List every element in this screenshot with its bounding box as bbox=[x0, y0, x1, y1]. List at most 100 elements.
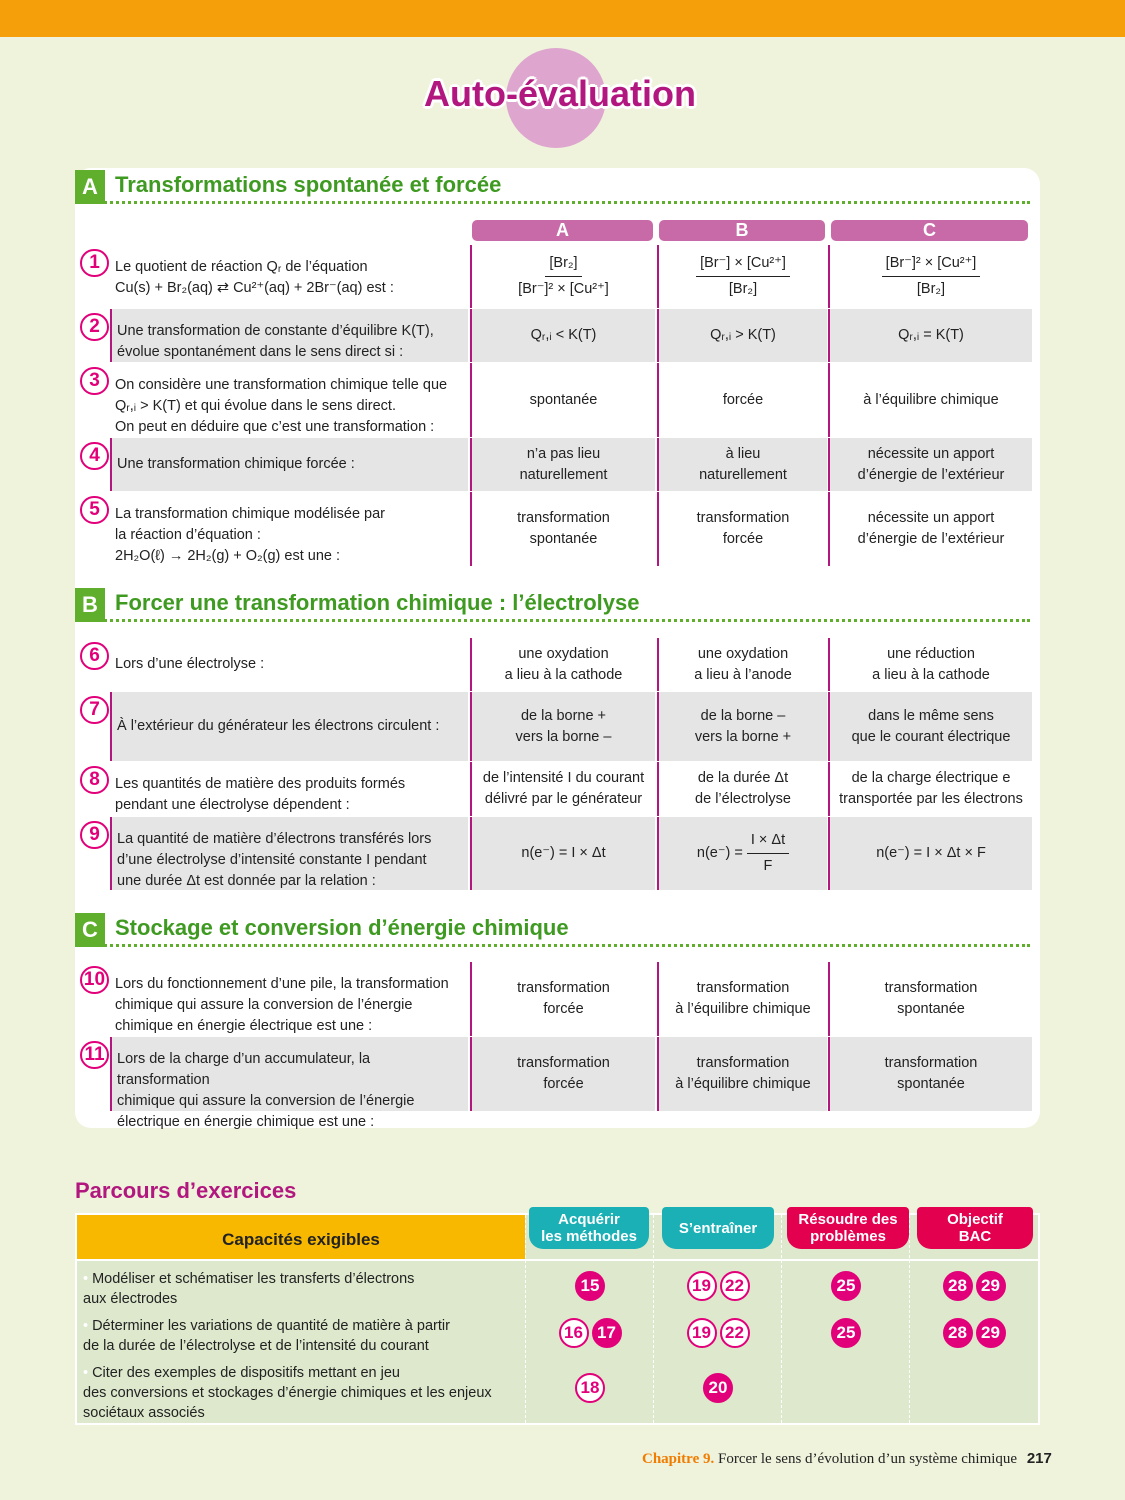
answer-option-a[interactable]: de la borne + vers la borne – bbox=[470, 692, 655, 761]
answer-option-a[interactable]: Qᵣ,ᵢ < K(T) bbox=[470, 309, 655, 362]
exercise-badges: 25 bbox=[783, 1318, 909, 1348]
answer-option-a[interactable]: transformation forcée bbox=[470, 962, 655, 1036]
parcours-tab: Résoudre des problèmes bbox=[787, 1207, 909, 1249]
answer-option-b[interactable]: de la durée Δt de l’électrolyse bbox=[657, 762, 827, 816]
option-line: transformation bbox=[696, 980, 790, 996]
question-line: Une transformation chimique forcée : bbox=[117, 455, 355, 472]
option-line: une réduction bbox=[887, 645, 975, 662]
question-row: 2 Une transformation de constante d’équil… bbox=[75, 309, 1032, 362]
answer-option-a[interactable]: transformation spontanée bbox=[470, 492, 655, 566]
option-line: n(e⁻) = I × Δt × F bbox=[876, 845, 986, 861]
answer-option-a[interactable]: de l’intensité I du courant délivré par l… bbox=[470, 762, 655, 816]
exercise-number-badge[interactable]: 18 bbox=[575, 1373, 605, 1403]
fraction-denominator: [Br⁻]² × [Cu²⁺] bbox=[518, 281, 609, 297]
option-line: a lieu à l’anode bbox=[694, 666, 792, 683]
column-divider bbox=[909, 1215, 910, 1423]
exercise-number-badge[interactable]: 22 bbox=[719, 1271, 750, 1301]
answer-option-a[interactable]: spontanée bbox=[470, 363, 655, 437]
parcours-tab: Acquérir les méthodes bbox=[529, 1207, 649, 1249]
fraction-numerator: [Br⁻]² × [Cu²⁺] bbox=[881, 253, 981, 277]
exercise-number-badge[interactable]: 25 bbox=[831, 1271, 861, 1301]
option-line: n(e⁻) = I × Δt bbox=[521, 845, 606, 861]
footer-title: Forcer le sens d’évolution d’un système … bbox=[717, 1451, 1018, 1467]
fraction-denominator: F bbox=[763, 858, 773, 874]
capacity-row: • Déterminer les variations de quantité d… bbox=[77, 1310, 1038, 1357]
answer-option-c[interactable]: de la charge électrique e transportée par… bbox=[828, 762, 1032, 816]
section-letter: A bbox=[75, 170, 105, 204]
parcours-tab: Objectif BAC bbox=[917, 1207, 1033, 1249]
exercise-number-badge[interactable]: 19 bbox=[686, 1271, 717, 1301]
answer-option-a[interactable]: [Br₂] [Br⁻]² × [Cu²⁺] bbox=[470, 245, 655, 308]
exercise-number-badge[interactable]: 22 bbox=[719, 1318, 750, 1348]
question-row: 3 On considère une transformation chimiqu… bbox=[75, 363, 1032, 437]
column-header-b: B bbox=[659, 220, 825, 241]
answer-option-c[interactable]: nécessite un apport d’énergie de l’extéri… bbox=[828, 492, 1032, 566]
question-line: La quantité de matière d’électrons trans… bbox=[117, 831, 432, 847]
exercise-number-badge[interactable]: 28 bbox=[942, 1271, 973, 1301]
option-line: à l’équilibre chimique bbox=[675, 1076, 811, 1092]
exercise-number-badge[interactable]: 20 bbox=[703, 1373, 733, 1403]
exercise-badges: 18 bbox=[527, 1373, 653, 1403]
answer-option-a[interactable]: transformation forcée bbox=[470, 1037, 655, 1111]
answer-option-c[interactable]: transformation spontanée bbox=[828, 962, 1032, 1036]
bullet-icon: • bbox=[83, 1365, 89, 1381]
option-line: a lieu à la cathode bbox=[872, 666, 990, 683]
option-line: de la borne – bbox=[700, 707, 786, 724]
option-line: Qᵣ,ᵢ = K(T) bbox=[898, 327, 964, 343]
option-line: transportée par les électrons bbox=[839, 791, 1023, 807]
top-bar bbox=[0, 0, 1125, 37]
exercise-number-badge[interactable]: 25 bbox=[831, 1318, 861, 1348]
formula-prefix: n(e⁻) = bbox=[696, 845, 743, 861]
exercise-number-badge[interactable]: 15 bbox=[575, 1271, 605, 1301]
answer-option-c[interactable]: nécessite un apport d’énergie de l’extéri… bbox=[828, 438, 1032, 491]
answer-option-b[interactable]: forcée bbox=[657, 363, 827, 437]
question-number: 9 bbox=[80, 821, 109, 849]
answer-option-a[interactable]: une oxydation a lieu à la cathode bbox=[470, 638, 655, 691]
question-row: 1 Le quotient de réaction Qᵣ de l’équatio… bbox=[75, 245, 1032, 308]
question-text: Les quantités de matière des produits fo… bbox=[110, 762, 468, 816]
answer-option-c[interactable]: une réduction a lieu à la cathode bbox=[828, 638, 1032, 691]
answer-option-c[interactable]: Qᵣ,ᵢ = K(T) bbox=[828, 309, 1032, 362]
answer-option-b[interactable]: à lieu naturellement bbox=[657, 438, 827, 491]
capacity-row: • Citer des exemples de dispositifs metta… bbox=[77, 1357, 1038, 1423]
answer-option-b[interactable]: Qᵣ,ᵢ > K(T) bbox=[657, 309, 827, 362]
answer-option-b[interactable]: une oxydation a lieu à l’anode bbox=[657, 638, 827, 691]
answer-option-c[interactable]: transformation spontanée bbox=[828, 1037, 1032, 1111]
answer-option-c[interactable]: dans le même sens que le courant électriq… bbox=[828, 692, 1032, 761]
exercise-number-badge[interactable]: 16 bbox=[558, 1318, 589, 1348]
answer-option-b[interactable]: transformation à l’équilibre chimique bbox=[657, 1037, 827, 1111]
question-line: chimique qui assure la conversion de l’é… bbox=[115, 997, 413, 1013]
question-text: Une transformation chimique forcée : bbox=[110, 438, 468, 491]
tab-line: les méthodes bbox=[541, 1228, 637, 1245]
question-row: 9 La quantité de matière d’électrons tran… bbox=[75, 817, 1032, 890]
section-title: Forcer une transformation chimique : l’é… bbox=[115, 590, 640, 615]
question-line: Les quantités de matière des produits fo… bbox=[115, 776, 406, 792]
exercise-badges: 16 17 bbox=[527, 1318, 653, 1348]
answer-option-a[interactable]: n’a pas lieu naturellement bbox=[470, 438, 655, 491]
answer-option-c[interactable]: [Br⁻]² × [Cu²⁺] [Br₂] bbox=[828, 245, 1032, 308]
tab-line: BAC bbox=[958, 1228, 992, 1245]
answer-option-a[interactable]: n(e⁻) = I × Δt bbox=[470, 817, 655, 890]
capacity-row: • Modéliser et schématiser les transferts… bbox=[77, 1263, 1038, 1310]
question-line: d’une électrolyse d’intensité constante … bbox=[117, 852, 427, 868]
answer-option-c[interactable]: à l’équilibre chimique bbox=[828, 363, 1032, 437]
answer-option-b[interactable]: [Br⁻] × [Cu²⁺] [Br₂] bbox=[657, 245, 827, 308]
exercise-number-badge[interactable]: 19 bbox=[686, 1318, 717, 1348]
exercise-number-badge[interactable]: 29 bbox=[975, 1271, 1006, 1301]
exercise-number-badge[interactable]: 29 bbox=[975, 1318, 1006, 1348]
option-line: spontanée bbox=[897, 1076, 965, 1092]
exercise-badges: 20 bbox=[655, 1373, 781, 1403]
column-divider bbox=[525, 1215, 526, 1423]
answer-option-b[interactable]: transformation forcée bbox=[657, 492, 827, 566]
question-number: 3 bbox=[80, 367, 109, 395]
exercise-number-badge[interactable]: 28 bbox=[942, 1318, 973, 1348]
option-line: transformation bbox=[517, 980, 610, 996]
tab-line: Résoudre des bbox=[798, 1211, 898, 1228]
answer-option-c[interactable]: n(e⁻) = I × Δt × F bbox=[828, 817, 1032, 890]
answer-option-b[interactable]: de la borne – vers la borne + bbox=[657, 692, 827, 761]
question-line: évolue spontanément dans le sens direct … bbox=[117, 344, 404, 360]
exercise-number-badge[interactable]: 17 bbox=[591, 1318, 622, 1348]
tab-line: Acquérir bbox=[558, 1211, 620, 1228]
answer-option-b[interactable]: transformation à l’équilibre chimique bbox=[657, 962, 827, 1036]
answer-option-b[interactable]: n(e⁻) = I × Δt F bbox=[657, 817, 827, 890]
